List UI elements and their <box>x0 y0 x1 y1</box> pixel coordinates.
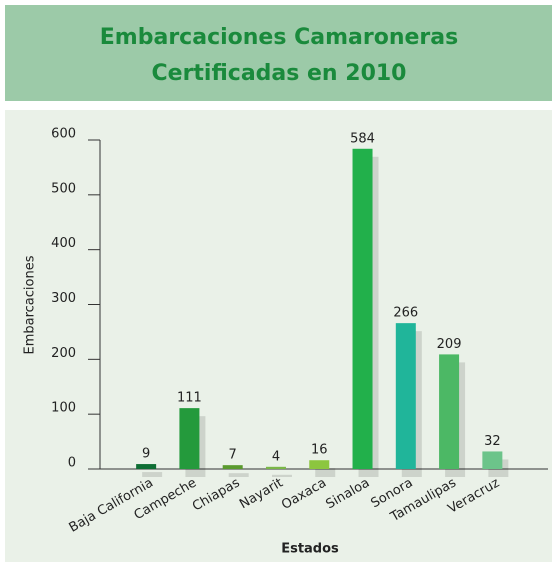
data-label: 16 <box>311 443 328 458</box>
y-tick-label: 0 <box>68 456 76 471</box>
y-tick-label: 100 <box>51 401 76 416</box>
y-axis-label: Embarcaciones <box>23 255 38 354</box>
bar <box>265 466 286 469</box>
bar <box>222 465 243 469</box>
y-tick-label: 400 <box>51 236 76 251</box>
data-label: 266 <box>393 306 418 321</box>
data-label: 9 <box>142 447 150 462</box>
bar <box>179 408 200 469</box>
y-tick-label: 600 <box>51 127 76 142</box>
data-label: 209 <box>437 337 462 352</box>
bar-shadow <box>142 472 163 477</box>
plot-panel <box>5 110 552 562</box>
chart-title: Embarcaciones Camaroneras Certificadas en… <box>100 25 458 86</box>
bar <box>136 464 157 469</box>
bar <box>309 460 330 469</box>
data-label: 7 <box>229 448 237 463</box>
x-axis-label: Estados <box>281 542 339 557</box>
bar-shadow <box>271 474 292 477</box>
data-label: 111 <box>177 391 202 406</box>
y-tick-label: 500 <box>51 181 76 196</box>
header-box <box>5 5 552 101</box>
bar <box>352 148 373 470</box>
bar <box>482 451 503 469</box>
data-label: 4 <box>272 449 280 464</box>
data-label: 32 <box>484 434 501 449</box>
bar-shadow <box>228 473 249 477</box>
y-tick-label: 200 <box>51 346 76 361</box>
y-tick-label: 300 <box>51 291 76 306</box>
data-label: 584 <box>350 131 375 146</box>
bar <box>395 323 416 469</box>
bar-shadow <box>315 468 336 477</box>
bar <box>439 354 460 469</box>
